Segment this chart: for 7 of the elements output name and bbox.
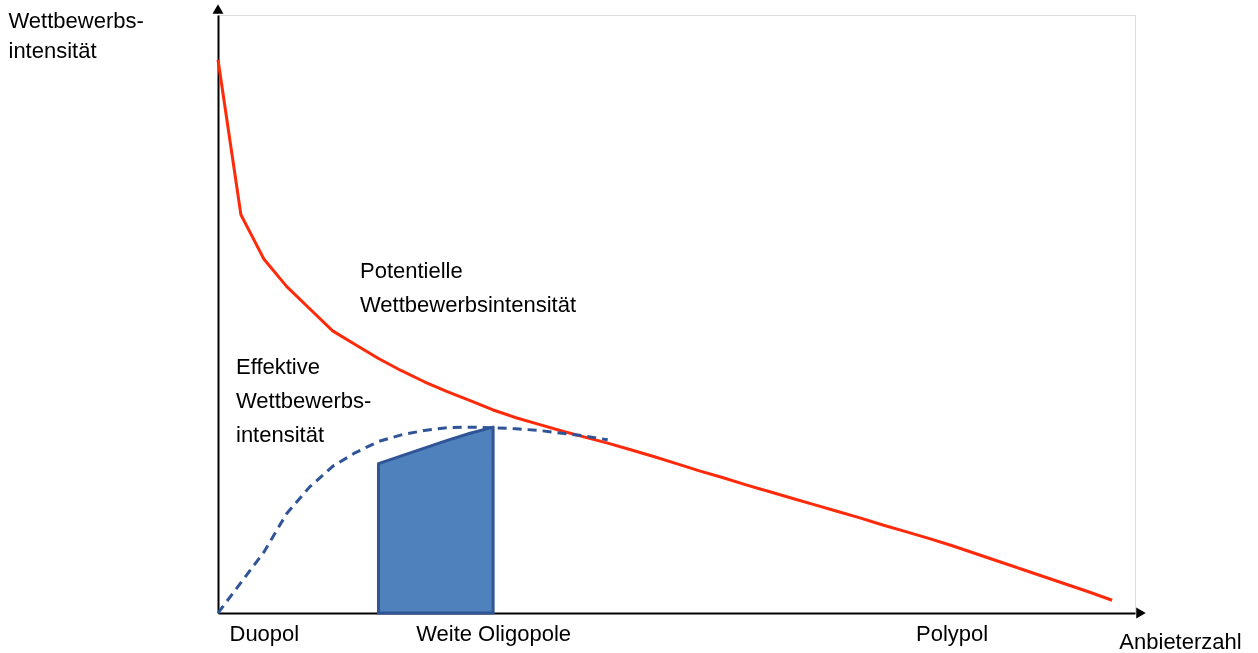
x-tick-label: Duopol bbox=[229, 620, 300, 646]
series-label: Potentielle Wettbewerbsintensität bbox=[360, 258, 577, 317]
y-axis-title: Wettbewerbs- intensität bbox=[8, 7, 144, 63]
x-axis-title: Anbieterzahl bbox=[1119, 628, 1242, 653]
x-tick-label: Polypol bbox=[916, 620, 989, 646]
x-tick-label: Weite Oligopole bbox=[416, 620, 572, 646]
series-label: Effektive Wettbewerbs- intensität bbox=[236, 354, 372, 447]
